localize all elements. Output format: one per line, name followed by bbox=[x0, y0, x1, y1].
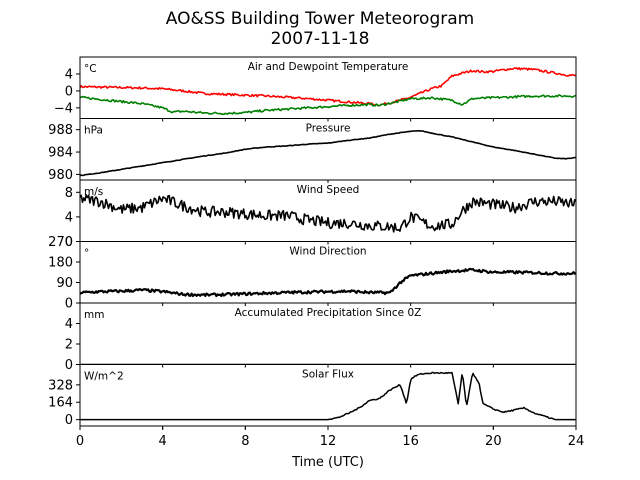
y-tick-label-temperature: 4 bbox=[65, 67, 73, 82]
y-tick-label-precipitation: 0 bbox=[65, 358, 73, 373]
panel-wind_speed: 8 4 0 m/s Wind Speed bbox=[65, 179, 577, 250]
series-line-temperature-1 bbox=[80, 94, 576, 116]
y-tick-label-solar_flux: 328 bbox=[48, 378, 73, 393]
unit-label-pressure: hPa bbox=[84, 125, 103, 137]
panels-group: 4 0 −4 °C Air and Dewpoint Temperature 988 984… bbox=[48, 56, 577, 429]
chart-title-line1: AO&SS Building Tower Meteorogram bbox=[166, 9, 474, 29]
y-tick-label-pressure: 988 bbox=[48, 123, 73, 138]
y-tick-label-wind_speed: 0 bbox=[65, 235, 73, 250]
unit-label-solar_flux: W/m^2 bbox=[84, 371, 124, 383]
unit-label-precipitation: mm bbox=[84, 309, 104, 321]
x-tick-label: 4 bbox=[159, 434, 167, 449]
y-tick-label-precipitation: 2 bbox=[65, 338, 73, 353]
y-tick-label-solar_flux: 0 bbox=[65, 413, 73, 428]
panel-precipitation: 4 2 0 mm Accumulated Precipitation Since 0Z bbox=[65, 302, 577, 373]
y-tick-label-wind_direction: 180 bbox=[48, 256, 73, 271]
y-tick-label-temperature: 0 bbox=[65, 84, 73, 99]
y-tick-label-temperature: −4 bbox=[54, 101, 73, 116]
y-tick-label-wind_direction: 0 bbox=[65, 297, 73, 312]
panel-title-precipitation: Accumulated Precipitation Since 0Z bbox=[235, 307, 422, 319]
y-tick-label-pressure: 980 bbox=[48, 168, 73, 183]
y-tick-label-wind_speed: 4 bbox=[65, 210, 73, 225]
y-tick-label-wind_direction: 270 bbox=[48, 235, 73, 250]
panel-title-temperature: Air and Dewpoint Temperature bbox=[248, 61, 409, 73]
unit-label-wind_direction: ° bbox=[84, 248, 89, 260]
x-tick-label: 20 bbox=[485, 434, 502, 449]
series-line-solar_flux-0 bbox=[80, 371, 576, 421]
unit-label-wind_speed: m/s bbox=[84, 186, 103, 198]
x-axis: 0 4 8 12 16 20 24 bbox=[76, 426, 584, 449]
panel-title-pressure: Pressure bbox=[306, 123, 351, 135]
panel-title-wind_speed: Wind Speed bbox=[297, 184, 360, 196]
panel-title-wind_direction: Wind Direction bbox=[289, 246, 366, 258]
panel-temperature: 4 0 −4 °C Air and Dewpoint Temperature bbox=[54, 56, 577, 122]
y-tick-label-wind_speed: 8 bbox=[65, 186, 73, 201]
x-tick-label: 16 bbox=[402, 434, 419, 449]
series-line-wind_direction-0 bbox=[80, 267, 576, 298]
x-axis-label: Time (UTC) bbox=[291, 455, 364, 470]
x-tick-label: 0 bbox=[76, 434, 84, 449]
panel-wind_direction: 270 180 90 0 ° Wind Direction bbox=[48, 235, 577, 312]
y-tick-label-wind_direction: 90 bbox=[56, 276, 73, 291]
x-tick-label: 12 bbox=[320, 434, 337, 449]
unit-label-temperature: °C bbox=[84, 63, 97, 75]
y-tick-label-precipitation: 4 bbox=[65, 317, 73, 332]
x-tick-label: 24 bbox=[568, 434, 585, 449]
panel-solar_flux: 328 164 0 W/m^2 Solar Flux bbox=[48, 364, 577, 429]
y-tick-label-solar_flux: 164 bbox=[48, 396, 73, 411]
panel-title-solar_flux: Solar Flux bbox=[302, 369, 354, 381]
y-tick-label-pressure: 984 bbox=[48, 146, 73, 161]
panel-pressure: 988 984 980 hPa Pressure bbox=[48, 118, 577, 183]
series-line-temperature-0 bbox=[80, 67, 576, 107]
series-line-wind_speed-0 bbox=[80, 194, 576, 233]
series-line-pressure-0 bbox=[80, 129, 576, 177]
chart-title-line2: 2007-11-18 bbox=[271, 29, 370, 49]
x-tick-label: 8 bbox=[241, 434, 249, 449]
